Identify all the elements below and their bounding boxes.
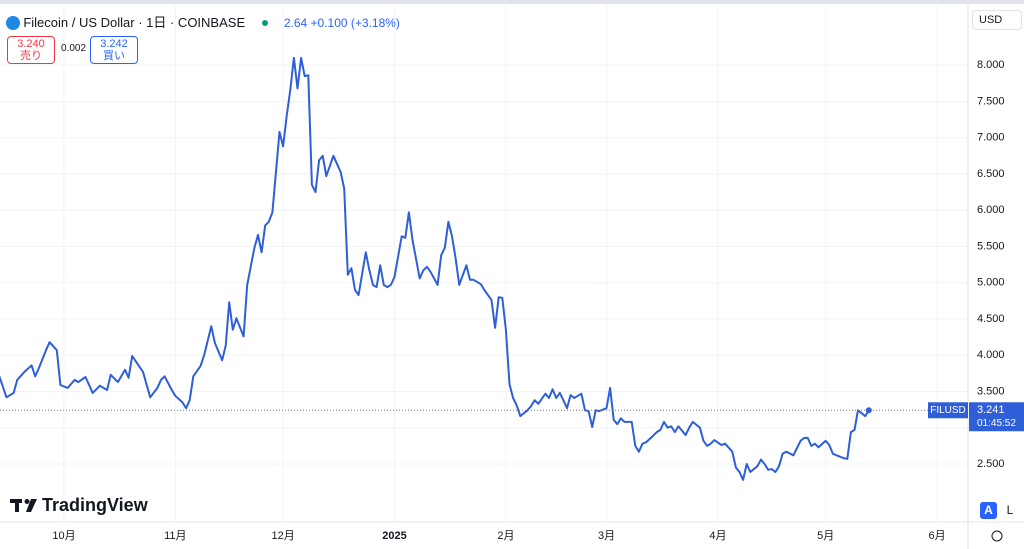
price-change: +0.100 — [310, 16, 348, 30]
symbol-title[interactable]: Filecoin / US Dollar · 1日 · COINBASE — [23, 15, 246, 30]
y-tick-label: 6.500 — [977, 168, 1005, 180]
log-scale-button[interactable]: L — [1007, 503, 1014, 517]
y-tick-label: 5.500 — [977, 240, 1005, 252]
logo-text: TradingView — [42, 495, 149, 515]
x-tick-label: 6月 — [929, 530, 946, 542]
coin-icon — [6, 16, 20, 30]
y-tick-label: 5.000 — [977, 277, 1005, 289]
x-tick-label: 2月 — [497, 530, 514, 542]
sell-price[interactable]: 3.240 — [17, 38, 45, 50]
x-tick-label: 10月 — [52, 530, 75, 542]
auto-scale-button[interactable] — [980, 502, 997, 519]
x-tick-label: 12月 — [272, 530, 295, 542]
sell-button[interactable]: 3.240 売り — [7, 36, 55, 64]
price-tag — [969, 402, 1024, 432]
buy-label[interactable]: 買い — [103, 50, 125, 62]
price-tag-countdown: 01:45:52 — [977, 418, 1016, 429]
symbol-tag — [928, 402, 968, 419]
x-tick-label: 4月 — [709, 530, 726, 542]
logo-mark — [24, 499, 30, 504]
auto-scale-label[interactable]: A — [984, 503, 993, 517]
logo-mark — [15, 499, 19, 512]
y-tick-label: 8.000 — [977, 59, 1005, 71]
price-line — [0, 56, 870, 481]
x-tick-label: 11月 — [164, 530, 186, 542]
buy-price[interactable]: 3.242 — [100, 38, 128, 50]
y-tick-label: 4.000 — [977, 349, 1005, 361]
spread: 0.002 — [61, 43, 87, 54]
sell-label[interactable]: 売り — [20, 50, 42, 62]
market-status — [262, 20, 269, 26]
tradingview-logo: TradingView — [10, 495, 149, 515]
y-tick-label: 3.500 — [977, 385, 1005, 397]
y-tick-label: 7.500 — [977, 95, 1005, 107]
y-tick-label: 2.500 — [977, 458, 1005, 470]
logo-mark — [26, 499, 37, 512]
last-point — [865, 407, 872, 414]
x-tick-label: 3月 — [598, 530, 615, 542]
y-tick-label: 6.000 — [977, 204, 1005, 216]
currency-select[interactable]: USD — [972, 10, 1022, 30]
settings-button[interactable] — [991, 530, 1003, 542]
y-tick-label: 4.500 — [977, 313, 1005, 325]
price-change-pct: (+3.18%) — [350, 16, 400, 30]
symbol-tag-label: FILUSD — [930, 405, 966, 416]
y-tick-label: 7.000 — [977, 132, 1005, 144]
buy-button[interactable]: 3.242 買い — [90, 36, 138, 64]
grid — [0, 5, 968, 522]
x-tick-label: 5月 — [817, 530, 834, 542]
last-price: 2.64 — [283, 16, 308, 30]
x-tick-label: 2025 — [382, 530, 406, 542]
top-border — [0, 0, 1024, 4]
price-tag-value: 3.241 — [977, 404, 1005, 416]
symbol-header: Filecoin / US Dollar · 1日 · COINBASE 2.6… — [6, 12, 400, 31]
